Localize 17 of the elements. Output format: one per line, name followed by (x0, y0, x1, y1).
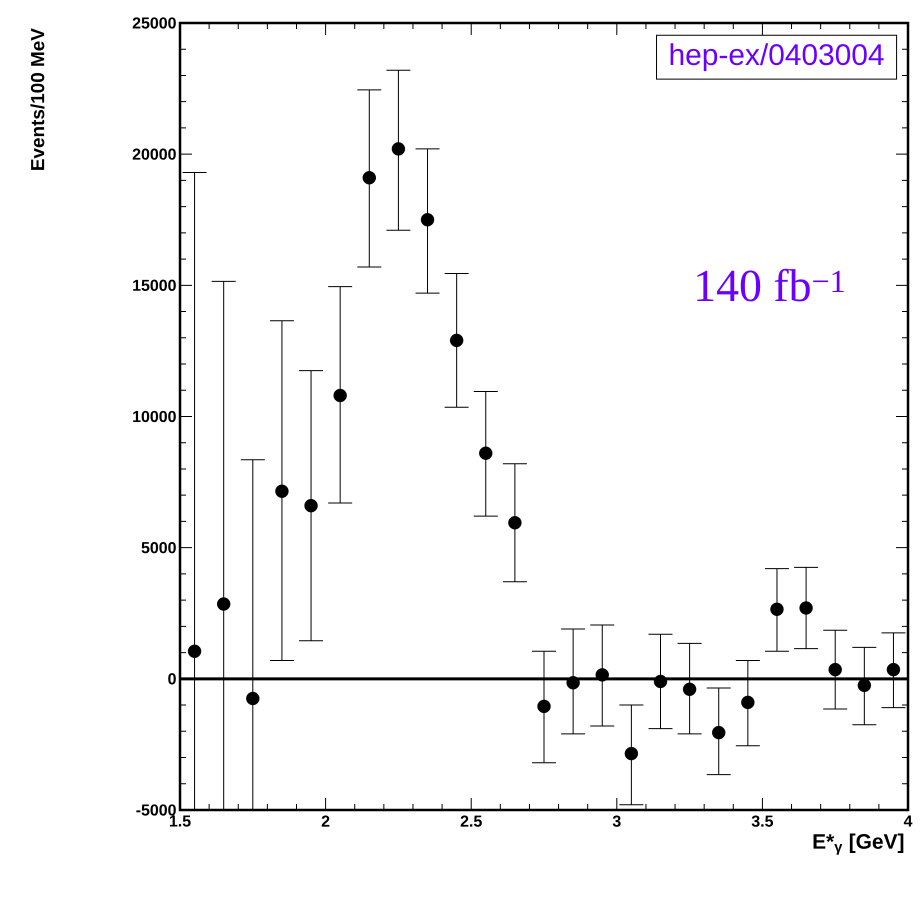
y-tick-label: 0 (168, 673, 176, 684)
x-tick-label: 4 (904, 816, 912, 826)
x-tick-label: 3.5 (752, 816, 774, 827)
y-tick-label: 20000 (132, 148, 176, 160)
y-tick-label: 25000 (132, 17, 176, 29)
y-tick-label: 5000 (142, 542, 176, 554)
x-tick-label: 2.5 (460, 816, 482, 827)
y-tick-label: 10000 (133, 410, 176, 422)
y-tick-label: 15000 (133, 280, 176, 291)
annotation: 140 fb$^{−1}$ (697, 268, 844, 302)
y-tick-label: -5000 (136, 804, 176, 816)
x-tick-label: 3 (612, 816, 621, 827)
y-axis-title: Events/100 MeV (30, 28, 44, 170)
x-tick-label: 2 (322, 816, 330, 827)
annotation: hep-ex/0403004 (670, 43, 884, 72)
x-axis-title: E*$_{γ}$ [GeV] (814, 834, 904, 855)
x-tick-label: 1.5 (170, 816, 191, 827)
